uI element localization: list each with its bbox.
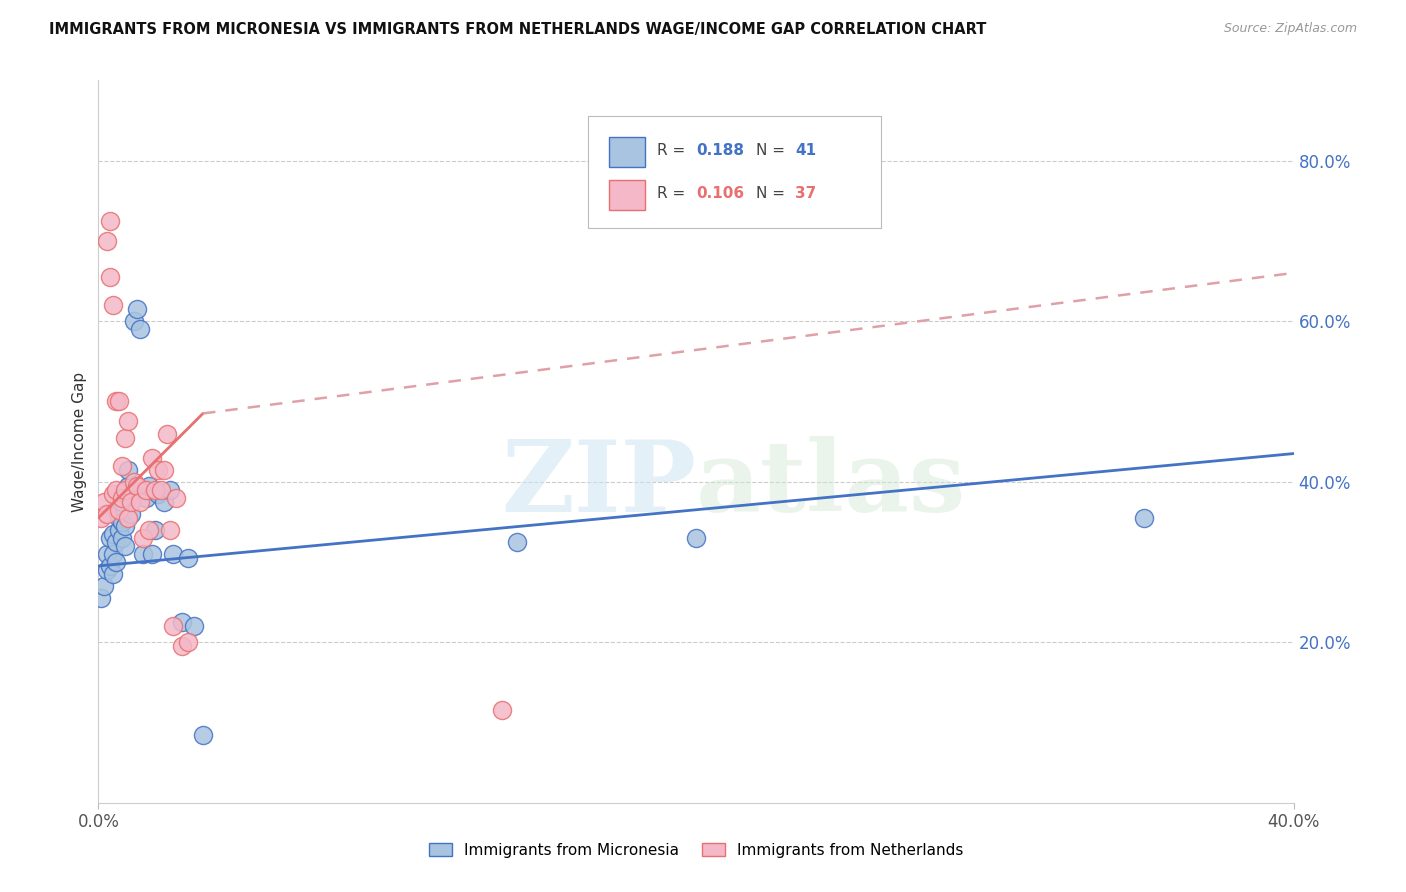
Point: [117, 414, 139, 428]
Point: [117, 462, 139, 476]
Point: [108, 394, 131, 409]
Text: R =: R =: [657, 186, 690, 202]
Point: [172, 639, 194, 653]
Text: N =: N =: [756, 143, 790, 158]
Point: [117, 510, 139, 524]
Point: [111, 491, 134, 505]
Point: [156, 426, 179, 441]
Point: [93, 579, 115, 593]
Point: [129, 494, 152, 508]
Point: [162, 547, 184, 561]
Text: Source: ZipAtlas.com: Source: ZipAtlas.com: [1223, 22, 1357, 36]
Point: [124, 475, 146, 489]
Point: [148, 462, 170, 476]
Point: [150, 483, 173, 497]
Point: [103, 547, 125, 561]
Point: [90, 510, 112, 524]
Point: [96, 563, 118, 577]
Point: [132, 547, 155, 561]
Point: [141, 547, 163, 561]
Text: 41: 41: [796, 143, 817, 158]
Point: [165, 491, 187, 505]
Point: [506, 534, 529, 549]
Point: [127, 478, 149, 492]
Point: [98, 558, 122, 574]
Point: [105, 534, 128, 549]
Point: [153, 462, 176, 476]
Text: R =: R =: [657, 143, 690, 158]
Point: [162, 619, 184, 633]
Y-axis label: Wage/Income Gap: Wage/Income Gap: [72, 371, 87, 512]
Point: [114, 430, 136, 444]
Point: [491, 703, 513, 717]
Point: [132, 531, 155, 545]
Point: [143, 483, 166, 497]
Point: [114, 518, 136, 533]
Point: [103, 298, 125, 312]
Point: [114, 483, 136, 497]
Point: [177, 635, 200, 649]
Point: [129, 322, 152, 336]
Point: [138, 478, 160, 492]
Point: [685, 531, 707, 545]
Point: [96, 234, 118, 248]
Legend: Immigrants from Micronesia, Immigrants from Netherlands: Immigrants from Micronesia, Immigrants f…: [423, 837, 969, 863]
Point: [114, 539, 136, 553]
Point: [105, 555, 128, 569]
Point: [98, 213, 122, 227]
Bar: [609, 180, 644, 211]
Point: [98, 531, 122, 545]
Point: [93, 494, 115, 508]
Point: [135, 483, 157, 497]
Point: [143, 523, 166, 537]
Point: [103, 486, 125, 500]
Point: [90, 591, 112, 605]
Text: N =: N =: [756, 186, 790, 202]
Text: 37: 37: [796, 186, 817, 202]
Point: [127, 301, 149, 317]
Point: [103, 526, 125, 541]
Bar: [609, 136, 644, 167]
Point: [111, 531, 134, 545]
Point: [103, 567, 125, 582]
Point: [177, 550, 200, 566]
Point: [183, 619, 205, 633]
Point: [96, 507, 118, 521]
Text: IMMIGRANTS FROM MICRONESIA VS IMMIGRANTS FROM NETHERLANDS WAGE/INCOME GAP CORREL: IMMIGRANTS FROM MICRONESIA VS IMMIGRANTS…: [49, 22, 987, 37]
Point: [120, 494, 142, 508]
FancyBboxPatch shape: [589, 116, 882, 228]
Point: [111, 515, 134, 529]
Point: [141, 450, 163, 465]
Point: [96, 547, 118, 561]
Point: [135, 491, 157, 505]
Point: [1133, 510, 1156, 524]
Point: [159, 523, 181, 537]
Point: [138, 523, 160, 537]
Point: [105, 394, 128, 409]
Point: [98, 269, 122, 284]
Text: atlas: atlas: [696, 436, 966, 533]
Point: [124, 314, 146, 328]
Point: [172, 615, 194, 630]
Text: 0.188: 0.188: [696, 143, 744, 158]
Point: [105, 483, 128, 497]
Point: [148, 486, 170, 500]
Point: [120, 507, 142, 521]
Point: [108, 523, 131, 537]
Point: [159, 483, 181, 497]
Point: [108, 502, 131, 516]
Point: [191, 728, 214, 742]
Point: [120, 486, 142, 500]
Point: [111, 494, 134, 508]
Point: [111, 458, 134, 473]
Point: [153, 494, 176, 508]
Text: ZIP: ZIP: [501, 436, 696, 533]
Text: 0.106: 0.106: [696, 186, 744, 202]
Point: [117, 478, 139, 492]
Point: [108, 510, 131, 524]
